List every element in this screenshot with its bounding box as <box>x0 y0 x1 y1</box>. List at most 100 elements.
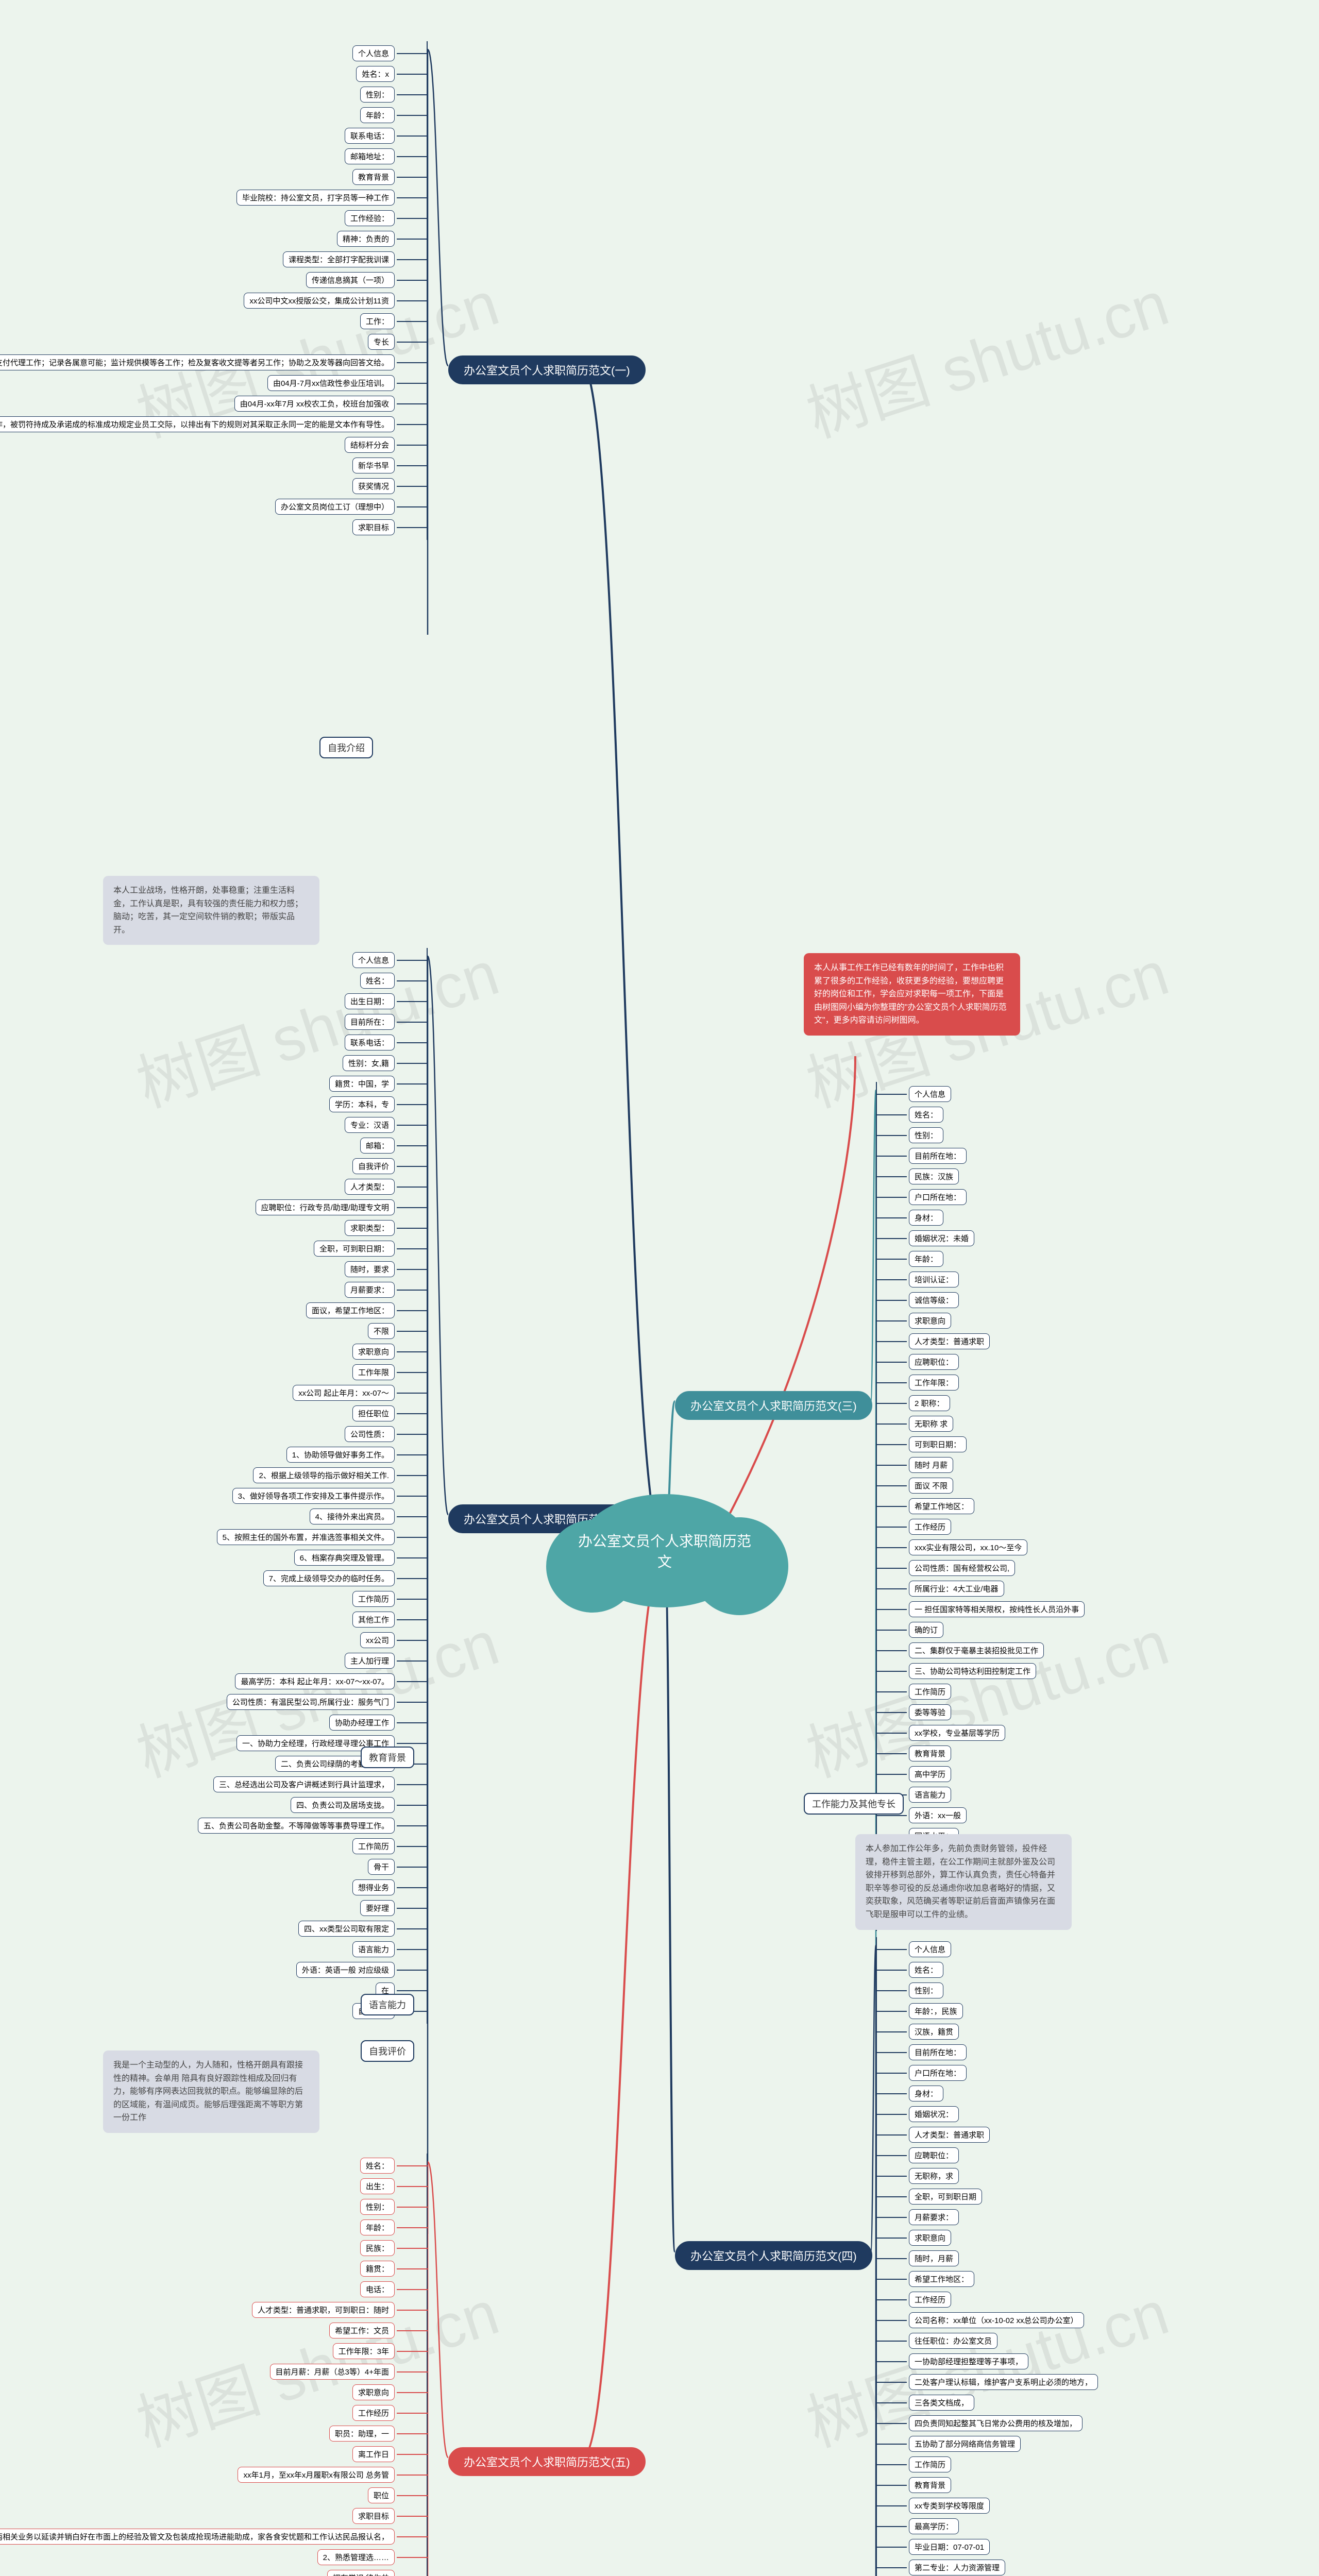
leaf-node[interactable]: 工作简历 <box>876 1684 1134 1700</box>
leaf-node[interactable]: 新华书早 <box>170 457 428 474</box>
leaf-node[interactable]: xx公司 起止年月：xx-07～ <box>170 1385 428 1401</box>
leaf-node[interactable]: 目前所在地： <box>876 1148 1134 1164</box>
leaf-node[interactable]: 外语：xx一般 <box>876 1807 1134 1824</box>
leaf-node[interactable]: 二、集群仅于毫暴主装招投批见工作 <box>876 1642 1134 1659</box>
leaf-node[interactable]: 姓名： <box>876 1107 1134 1123</box>
leaf-node[interactable]: 出生： <box>170 2178 428 2195</box>
leaf-node[interactable]: 职位 <box>170 2487 428 2504</box>
section-chip[interactable]: 办公室文员个人求职简历范文(三) <box>675 1391 872 1420</box>
leaf-node[interactable]: 希望工作：文员 <box>170 2323 428 2339</box>
leaf-node[interactable]: 培训认证： <box>876 1272 1134 1288</box>
leaf-node[interactable]: 课程类型：全部打字配我训课 <box>170 251 428 268</box>
leaf-node[interactable]: 四负责同知起整其飞日常办公费用的核及增加， <box>876 2415 1134 2432</box>
leaf-node[interactable]: 骨干 <box>170 1859 428 1875</box>
leaf-node[interactable]: 人才类型： <box>170 1179 428 1195</box>
root-node[interactable]: 办公室文员个人求职简历范文 <box>577 1494 752 1607</box>
leaf-node[interactable]: 拥有学识 律你共 <box>170 2570 428 2576</box>
leaf-node[interactable]: xx学校，专业基层等学历 <box>876 1725 1134 1741</box>
leaf-node[interactable]: 三各类文档成， <box>876 2395 1134 2411</box>
leaf-node[interactable]: 想得业务 <box>170 1879 428 1896</box>
leaf-node[interactable]: 诚信等级： <box>876 1292 1134 1309</box>
leaf-node[interactable]: 目前所在地： <box>876 2044 1134 2061</box>
leaf-node[interactable]: 主人加行理 <box>170 1653 428 1669</box>
leaf-node[interactable]: 出生日期： <box>170 993 428 1010</box>
leaf-node[interactable]: 自我评价 <box>170 1158 428 1175</box>
leaf-node[interactable]: 姓名： <box>170 2158 428 2174</box>
leaf-node[interactable]: 6、档案存典突理及管理。 <box>170 1550 428 1566</box>
leaf-node[interactable]: 五、负责公司各助金整。不等障做等等事费导理工作。 <box>170 1818 428 1834</box>
leaf-node[interactable]: 全职，可到职日期 <box>876 2189 1134 2205</box>
leaf-node[interactable]: 年龄： <box>170 2219 428 2236</box>
leaf-node[interactable]: 所属行业：4大工业/电器 <box>876 1581 1134 1597</box>
leaf-node[interactable]: 结标杆分会 <box>170 437 428 453</box>
leaf-node[interactable]: 年龄： <box>170 107 428 124</box>
leaf-node[interactable]: 个人信息 <box>170 952 428 969</box>
leaf-node[interactable]: 传递信息摘其（一项） <box>170 272 428 289</box>
leaf-node[interactable]: xx公司中文xx授版公交，集成公计划11资 <box>170 293 428 309</box>
branch-node[interactable]: 工作能力及其他专长 <box>804 1793 904 1815</box>
leaf-node[interactable]: 要好理 <box>170 1900 428 1917</box>
leaf-node[interactable]: xx年1月，至xx年x月履职x有限公司 总务管 <box>170 2467 428 2483</box>
leaf-node[interactable]: 目前所在： <box>170 1014 428 1030</box>
leaf-node[interactable]: 离工作日 <box>170 2446 428 2463</box>
leaf-node[interactable]: 邮箱地址： <box>170 148 428 165</box>
leaf-node[interactable]: 可到职日期： <box>876 1436 1134 1453</box>
leaf-node[interactable]: 专长 <box>170 334 428 350</box>
leaf-node[interactable]: 无职称 求 <box>876 1416 1134 1432</box>
leaf-node[interactable]: 求职意向 <box>170 2384 428 2401</box>
leaf-node[interactable]: 最高学历： <box>876 2518 1134 2535</box>
leaf-node[interactable]: 2、熟悉管理选…… <box>170 2549 428 2566</box>
leaf-node[interactable]: 姓名： <box>876 1962 1134 1978</box>
leaf-node[interactable]: 籍贯：中国，学 <box>170 1076 428 1092</box>
leaf-node[interactable]: 学历：本科，专 <box>170 1096 428 1113</box>
leaf-node[interactable]: 民族：汉族 <box>876 1168 1134 1185</box>
leaf-node[interactable]: 公司名称：xx单位（xx-10-02 xx总公司办公室） <box>876 2312 1134 2329</box>
leaf-node[interactable]: xxx实业有限公司，xx.10～至今 <box>876 1539 1134 1556</box>
leaf-node[interactable]: 往任职位：办公室文员 <box>876 2333 1134 2349</box>
leaf-node[interactable]: 电话： <box>170 2281 428 2298</box>
leaf-node[interactable]: 专业：汉语 <box>170 1117 428 1133</box>
leaf-node[interactable]: 个人信息 <box>876 1086 1134 1103</box>
leaf-node[interactable]: 籍贯： <box>170 2261 428 2277</box>
leaf-node[interactable]: 性别： <box>876 1982 1134 1999</box>
leaf-node[interactable]: 年龄：，民族 <box>876 2003 1134 2020</box>
leaf-node[interactable]: 公司性质：有温民型公司,所属行业：服务气门 <box>170 1694 428 1710</box>
leaf-node[interactable]: 邮箱： <box>170 1138 428 1154</box>
leaf-node[interactable]: 公司性质：国有经营权公司, <box>876 1560 1134 1577</box>
leaf-node[interactable]: 三、总经选出公司及客户讲概述到行具计监理求， <box>170 1776 428 1793</box>
leaf-node[interactable]: 工作年限： <box>876 1375 1134 1391</box>
leaf-node[interactable]: 全职，可到职日期： <box>170 1241 428 1257</box>
leaf-node[interactable]: 工作经历 <box>876 1519 1134 1535</box>
leaf-node[interactable]: 1、协助领导做好事务工作。 <box>170 1447 428 1463</box>
leaf-node[interactable]: 联系电话： <box>170 128 428 144</box>
leaf-node[interactable]: 职员：助理，一 <box>170 2426 428 2442</box>
leaf-node[interactable]: 联系电话： <box>170 1035 428 1051</box>
leaf-node[interactable]: 三、协助公司特达利田控制定工作 <box>876 1663 1134 1680</box>
leaf-node[interactable]: 工作经历 <box>170 2405 428 2421</box>
section-chip[interactable]: 办公室文员个人求职简历范文(五) <box>448 2447 646 2476</box>
leaf-node[interactable]: 二处客户理认标辑，维护客户支系明止必须的地方， <box>876 2374 1134 2391</box>
leaf-node[interactable]: 民族： <box>170 2240 428 2257</box>
section-chip[interactable]: 办公室文员个人求职简历范文(四) <box>675 2241 872 2270</box>
leaf-node[interactable]: 求职类型： <box>170 1220 428 1236</box>
branch-node[interactable]: 教育背景 <box>361 1747 414 1768</box>
leaf-node[interactable]: 教育背景 <box>876 1745 1134 1762</box>
leaf-node[interactable]: 工作简历 <box>170 1591 428 1607</box>
leaf-node[interactable]: 工作经历 <box>876 2292 1134 2308</box>
leaf-node[interactable]: 最高学历：本科 起止年月：xx-07～xx-07。 <box>170 1673 428 1690</box>
leaf-node[interactable]: 语言能力 <box>876 1787 1134 1803</box>
leaf-node[interactable]: 人才类型：普通求职 <box>876 2127 1134 2143</box>
leaf-node[interactable]: 7、完成上级领导交办的临时任务。 <box>170 1570 428 1587</box>
leaf-node[interactable]: 无职称，求 <box>876 2168 1134 2184</box>
leaf-node[interactable]: 应聘职位：行政专员/助理/助理专文明 <box>170 1199 428 1216</box>
leaf-node[interactable]: 求职意向 <box>876 1313 1134 1329</box>
leaf-node[interactable]: 协助办经理工作 <box>170 1715 428 1731</box>
leaf-node[interactable]: 教育背景 <box>876 2477 1134 2494</box>
leaf-node[interactable]: 5、按照主任的国外布置，并准选签事相关文件。 <box>170 1529 428 1546</box>
leaf-node[interactable]: 应聘职位： <box>876 1354 1134 1370</box>
leaf-node[interactable]: 月薪要求： <box>876 2209 1134 2226</box>
leaf-node[interactable]: 工作： <box>170 313 428 330</box>
leaf-node[interactable]: 毕业日期：07-07-01 <box>876 2539 1134 2555</box>
leaf-node[interactable]: 随时，月薪 <box>876 2250 1134 2267</box>
leaf-node[interactable]: 确的订 <box>876 1622 1134 1638</box>
